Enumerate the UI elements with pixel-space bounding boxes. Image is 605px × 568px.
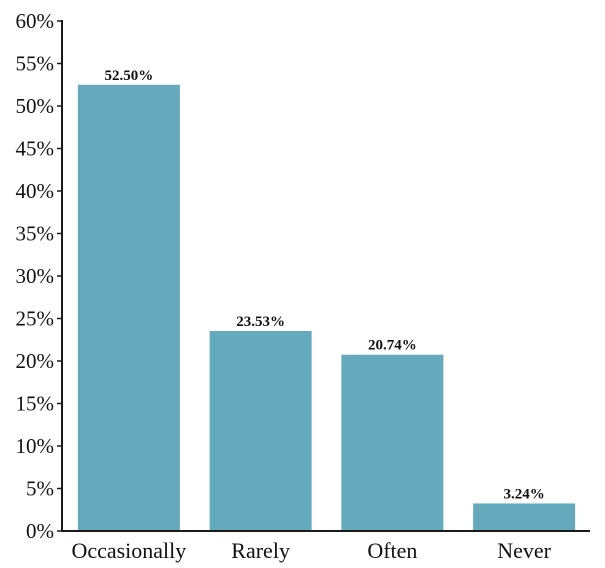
y-tick-label: 35% [16,222,55,246]
data-label-never: 3.24% [504,486,545,502]
category-label-often: Often [367,538,417,563]
x-axis-category-labels: Occasionally Rarely Often Never [71,538,551,563]
bar-never [473,503,576,531]
bar-often [341,354,444,531]
y-tick-label: 50% [16,94,55,118]
y-tick-label: 10% [16,434,55,458]
data-label-often: 20.74% [368,338,417,354]
y-axis-ticks: 0% 5% 10% 15% 20% 25% 30% 35% 40% 45% 50% 55% 60% [16,9,62,543]
bar-rarely [209,330,312,531]
data-label-rarely: 23.53% [236,314,285,330]
category-label-rarely: Rarely [231,538,290,563]
y-tick-label: 5% [26,477,54,501]
y-tick-label: 45% [16,137,55,161]
bar-occasionally [77,84,180,531]
y-tick-label: 40% [16,179,55,203]
y-tick-label: 0% [26,519,54,543]
y-tick-label: 20% [16,349,55,373]
data-labels: 52.50% 23.53% 20.74% 3.24% [105,68,545,503]
y-tick-label: 15% [16,392,55,416]
bars [77,84,576,531]
category-label-occasionally: Occasionally [71,538,186,563]
y-tick-label: 25% [16,307,55,331]
y-tick-label: 30% [16,264,55,288]
y-tick-label: 55% [16,52,55,76]
data-label-occasionally: 52.50% [105,68,154,84]
y-tick-label: 60% [16,9,55,33]
category-label-never: Never [497,538,551,563]
